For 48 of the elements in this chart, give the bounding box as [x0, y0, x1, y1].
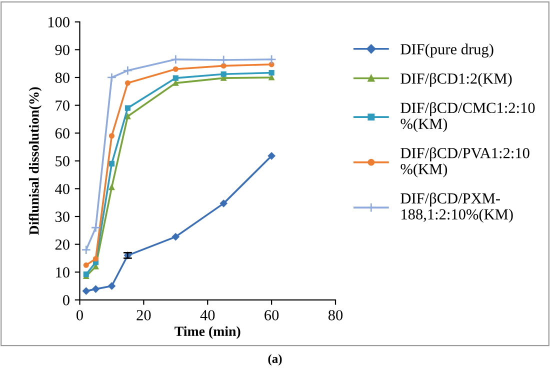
y-tick-label: 90 [55, 44, 70, 56]
y-axis-title: Diflunisal dissolution(%) [28, 87, 42, 235]
point [122, 66, 133, 76]
point [268, 70, 274, 76]
y-tick-label: 70 [56, 100, 70, 111]
y-tick-label: 10 [56, 267, 70, 278]
point [106, 72, 117, 82]
point [81, 245, 92, 255]
legend-label: DIF/βCD/CMC1:2:10 %(KM) [400, 102, 535, 132]
x-tick-label: 80 [328, 310, 343, 320]
y-tick-label: 20 [55, 239, 70, 250]
x-tick-label: 20 [136, 310, 151, 320]
point [172, 233, 180, 240]
x-tick-label: 60 [264, 310, 279, 320]
text: (a) [268, 354, 282, 366]
legend-label: DIF/βCD1:2(KM) [400, 72, 512, 87]
y-tick-label: 60 [55, 128, 70, 139]
y-tick-label: 100 [48, 17, 70, 28]
point [172, 75, 178, 81]
point [90, 222, 101, 232]
point [220, 71, 226, 77]
x-tick-label: 40 [200, 310, 215, 320]
point [83, 262, 89, 268]
y-tick-label: 0 [62, 295, 70, 306]
point [172, 66, 178, 72]
legend-label: DIF/βCD/PVA1:2:10 %(KM) [400, 147, 530, 178]
y-tick-label: 40 [55, 184, 70, 194]
legend-label: DIF(pure drug) [400, 44, 494, 58]
point [92, 256, 99, 262]
point [108, 160, 114, 166]
point [124, 105, 130, 111]
point [220, 63, 226, 69]
legend-label: DIF/βCD/PXM- 188,1:2:10%(KM) [400, 192, 513, 223]
x-axis-title: Time (min) [174, 326, 240, 339]
point [266, 54, 276, 64]
point [268, 152, 276, 160]
point [172, 80, 178, 86]
point [108, 133, 114, 139]
point [220, 200, 228, 208]
y-tick-label: 80 [55, 72, 70, 83]
point [108, 282, 116, 290]
point [124, 80, 130, 86]
point [92, 285, 100, 293]
point [218, 55, 228, 65]
y-tick-label: 30 [55, 212, 70, 222]
x-tick-label: 0 [76, 310, 83, 320]
point [82, 287, 90, 295]
y-tick-label: 50 [56, 156, 70, 166]
